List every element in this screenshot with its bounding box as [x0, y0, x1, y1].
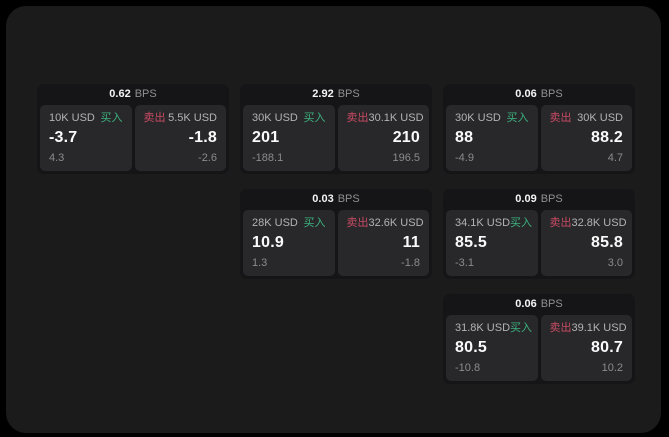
bps-unit: BPS — [540, 298, 563, 310]
sell-delta: 10.2 — [601, 362, 623, 374]
buy-sell-panels: 30K USD 买入 88 -4.9 卖出 30K USD 88.2 4.7 — [446, 105, 632, 171]
buy-delta: -10.8 — [455, 362, 481, 374]
sell-delta: 3.0 — [607, 257, 623, 269]
sell-panel[interactable]: 卖出 32.6K USD 11 -1.8 — [337, 210, 429, 276]
card-header: 0.62 BPS — [40, 84, 226, 105]
sell-side-label: 卖出 — [346, 217, 369, 229]
bps-unit: BPS — [337, 193, 360, 205]
buy-price: 80.5 — [455, 339, 487, 356]
sell-price: 88.2 — [591, 129, 623, 146]
buy-sell-panels: 30K USD 买入 201 -188.1 卖出 30.1K USD 210 1… — [243, 105, 429, 171]
buy-sell-panels: 31.8K USD 买入 80.5 -10.8 卖出 39.1K USD 80.… — [446, 315, 632, 381]
card-header: 0.06 BPS — [446, 294, 632, 315]
quote-card: 2.92 BPS 30K USD 买入 201 -188.1 卖出 30.1K … — [240, 84, 432, 174]
buy-price: 10.9 — [252, 234, 284, 251]
buy-side-label: 买入 — [303, 112, 326, 124]
bps-unit: BPS — [337, 88, 360, 100]
sell-amount: 39.1K USD — [571, 322, 627, 334]
buy-price: -3.7 — [49, 129, 78, 146]
buy-amount: 31.8K USD — [455, 322, 511, 334]
bps-value: 0.09 — [515, 193, 537, 205]
buy-delta: -4.9 — [455, 152, 474, 164]
sell-delta: -2.6 — [198, 152, 217, 164]
buy-amount: 10K USD — [49, 112, 95, 124]
card-header: 2.92 BPS — [243, 84, 429, 105]
card-header: 0.03 BPS — [243, 189, 429, 210]
buy-panel[interactable]: 30K USD 买入 201 -188.1 — [243, 105, 335, 171]
sell-side-label: 卖出 — [549, 322, 572, 334]
buy-delta: 1.3 — [252, 257, 268, 269]
buy-amount: 30K USD — [455, 112, 501, 124]
sell-amount: 30.1K USD — [368, 112, 424, 124]
sell-amount: 5.5K USD — [168, 112, 217, 124]
buy-price: 85.5 — [455, 234, 487, 251]
card-header: 0.06 BPS — [446, 84, 632, 105]
bps-value: 0.06 — [515, 88, 537, 100]
buy-panel[interactable]: 10K USD 买入 -3.7 4.3 — [40, 105, 132, 171]
buy-panel[interactable]: 28K USD 买入 10.9 1.3 — [243, 210, 335, 276]
bps-value: 2.92 — [312, 88, 334, 100]
buy-sell-panels: 34.1K USD 买入 85.5 -3.1 卖出 32.8K USD 85.8… — [446, 210, 632, 276]
buy-sell-panels: 28K USD 买入 10.9 1.3 卖出 32.6K USD 11 -1.8 — [243, 210, 429, 276]
sell-amount: 32.6K USD — [368, 217, 424, 229]
sell-price: 85.8 — [591, 234, 623, 251]
buy-amount: 28K USD — [252, 217, 298, 229]
buy-delta: -188.1 — [252, 152, 284, 164]
buy-panel[interactable]: 30K USD 买入 88 -4.9 — [446, 105, 538, 171]
app-surface: 0.62 BPS 10K USD 买入 -3.7 4.3 卖出 5.5K USD — [6, 6, 661, 433]
sell-panel[interactable]: 卖出 5.5K USD -1.8 -2.6 — [134, 105, 226, 171]
buy-side-label: 买入 — [506, 112, 529, 124]
sell-delta: -1.8 — [401, 257, 420, 269]
buy-sell-panels: 10K USD 买入 -3.7 4.3 卖出 5.5K USD -1.8 -2.… — [40, 105, 226, 171]
sell-delta: 196.5 — [392, 152, 420, 164]
sell-amount: 32.8K USD — [571, 217, 627, 229]
sell-side-label: 卖出 — [346, 112, 369, 124]
bps-unit: BPS — [540, 193, 563, 205]
sell-amount: 30K USD — [577, 112, 623, 124]
sell-panel[interactable]: 卖出 39.1K USD 80.7 10.2 — [540, 315, 632, 381]
buy-panel[interactable]: 34.1K USD 买入 85.5 -3.1 — [446, 210, 538, 276]
card-header: 0.09 BPS — [446, 189, 632, 210]
sell-side-label: 卖出 — [143, 112, 166, 124]
buy-side-label: 买入 — [100, 112, 123, 124]
quote-card: 0.06 BPS 30K USD 买入 88 -4.9 卖出 30K USD — [443, 84, 635, 174]
sell-price: 11 — [402, 234, 420, 251]
sell-price: 210 — [392, 129, 420, 146]
buy-panel[interactable]: 31.8K USD 买入 80.5 -10.8 — [446, 315, 538, 381]
buy-side-label: 买入 — [510, 217, 533, 229]
sell-side-label: 卖出 — [549, 217, 572, 229]
buy-delta: -3.1 — [455, 257, 474, 269]
quote-card: 0.03 BPS 28K USD 买入 10.9 1.3 卖出 32.6K US… — [240, 189, 432, 279]
buy-price: 88 — [455, 129, 474, 146]
bps-value: 0.03 — [312, 193, 334, 205]
bps-value: 0.06 — [515, 298, 537, 310]
bps-unit: BPS — [134, 88, 157, 100]
sell-side-label: 卖出 — [549, 112, 572, 124]
quote-card: 0.09 BPS 34.1K USD 买入 85.5 -3.1 卖出 32.8K… — [443, 189, 635, 279]
quote-card: 0.06 BPS 31.8K USD 买入 80.5 -10.8 卖出 39.1… — [443, 294, 635, 384]
bps-value: 0.62 — [109, 88, 131, 100]
quote-card-grid: 0.62 BPS 10K USD 买入 -3.7 4.3 卖出 5.5K USD — [37, 84, 635, 384]
sell-delta: 4.7 — [607, 152, 623, 164]
buy-price: 201 — [252, 129, 280, 146]
sell-price: -1.8 — [188, 129, 217, 146]
sell-price: 80.7 — [591, 339, 623, 356]
buy-amount: 30K USD — [252, 112, 298, 124]
buy-delta: 4.3 — [49, 152, 65, 164]
bps-unit: BPS — [540, 88, 563, 100]
sell-panel[interactable]: 卖出 32.8K USD 85.8 3.0 — [540, 210, 632, 276]
buy-side-label: 买入 — [303, 217, 326, 229]
quote-card: 0.62 BPS 10K USD 买入 -3.7 4.3 卖出 5.5K USD — [37, 84, 229, 174]
buy-side-label: 买入 — [510, 322, 533, 334]
sell-panel[interactable]: 卖出 30K USD 88.2 4.7 — [540, 105, 632, 171]
sell-panel[interactable]: 卖出 30.1K USD 210 196.5 — [337, 105, 429, 171]
buy-amount: 34.1K USD — [455, 217, 511, 229]
